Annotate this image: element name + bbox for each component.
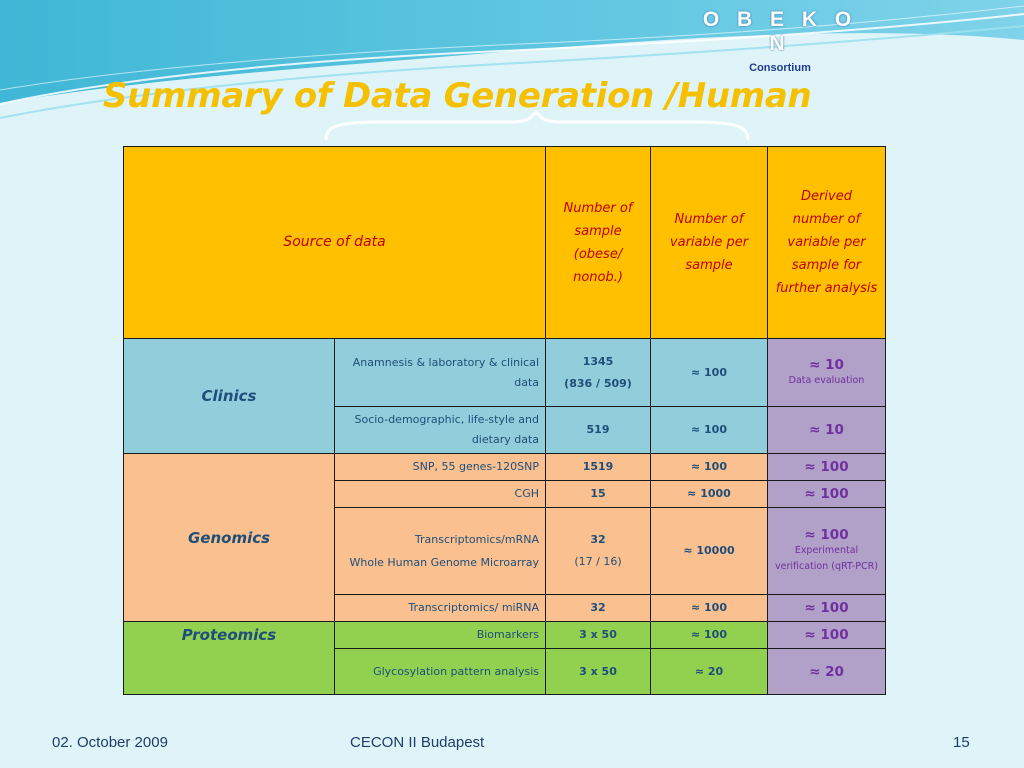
row-derived: ≈ 100 (767, 594, 886, 622)
row-derived: ≈ 100 Experimental verification (qRT-PCR… (767, 507, 886, 595)
row-description: Anamnesis & laboratory & clinical data (334, 338, 546, 407)
header-row: Source of data Number of sample (obese/ … (123, 146, 886, 339)
brand-sub: Consortium (749, 62, 811, 74)
row-description-line2: Whole Human Genome Microarray (349, 555, 540, 569)
row-samples-value: 32 (590, 533, 606, 546)
row-derived: ≈ 100 (767, 453, 886, 481)
row-description: Glycosylation pattern analysis (334, 648, 546, 695)
row-variables: ≈ 100 (650, 621, 768, 649)
row-derived: ≈ 10 (767, 406, 886, 454)
row-derived-note: Experimental verification (qRT-PCR) (775, 545, 878, 572)
summary-table: Source of data Number of sample (obese/ … (123, 146, 886, 695)
header-source: Source of data (123, 146, 546, 339)
brace-decoration (324, 110, 750, 141)
header-samples: Number of sample (obese/ nonob.) (545, 146, 651, 339)
row-derived: ≈ 20 (767, 648, 886, 695)
row-samples: 1519 (545, 453, 651, 481)
header-samples-line1: Number of sample (563, 200, 633, 239)
group-genomics: Genomics (123, 453, 335, 622)
row-description: Transcriptomics/mRNA Whole Human Genome … (334, 507, 546, 595)
row-variables: ≈ 10000 (650, 507, 768, 595)
row-variables: ≈ 1000 (650, 480, 768, 508)
table-row: Genomics SNP, 55 genes-120SNP 1519 ≈ 100… (123, 453, 886, 622)
row-description: Biomarkers (334, 621, 546, 649)
row-derived: ≈ 100 (767, 480, 886, 508)
row-samples: 15 (545, 480, 651, 508)
header-variables: Number of variable per sample (650, 146, 768, 339)
table-row: Glycosylation pattern analysis 3 x 50 ≈ … (124, 648, 886, 695)
header-derived: Derived number of variable per sample fo… (767, 146, 886, 339)
header-swoosh-graphic (0, 0, 1024, 119)
row-description: Transcriptomics/ miRNA (334, 594, 546, 622)
table-row: Transcriptomics/ miRNA 32 ≈ 100 ≈ 100 (124, 594, 886, 622)
row-variables: ≈ 20 (650, 648, 768, 695)
row-derived-value: ≈ 10 (809, 356, 844, 373)
table-row: Clinics Anamnesis & laboratory & clinica… (123, 338, 886, 454)
row-samples: 1345 (836 / 509) (545, 338, 651, 407)
row-samples-split: (836 / 509) (564, 376, 632, 390)
row-description: SNP, 55 genes-120SNP (334, 453, 546, 481)
row-samples-value: 1345 (582, 354, 614, 368)
footer-page-number: 15 (953, 734, 970, 751)
row-samples-split: (17 / 16) (574, 555, 622, 568)
table-row: Transcriptomics/mRNA Whole Human Genome … (124, 507, 886, 595)
slide-title: Summary of Data Generation /Human (103, 76, 812, 116)
row-samples: 3 x 50 (545, 621, 651, 649)
row-variables: ≈ 100 (650, 594, 768, 622)
brand-logo: O B E K O N Consortium (690, 8, 870, 74)
row-variables: ≈ 100 (650, 406, 768, 454)
row-description-line1: Transcriptomics/mRNA (414, 532, 539, 546)
table-row: CGH 15 ≈ 1000 ≈ 100 (124, 480, 886, 508)
row-derived: ≈ 100 (767, 621, 886, 649)
table-row: Socio-demographic, life-style and dietar… (124, 406, 886, 454)
footer-event: CECON II Budapest (350, 734, 485, 751)
row-derived: ≈ 10 Data evaluation (767, 338, 886, 407)
group-clinics: Clinics (123, 338, 335, 454)
row-derived-note: Data evaluation (788, 374, 865, 386)
row-variables: ≈ 100 (650, 453, 768, 481)
header-samples-line2: (obese/ nonob.) (573, 246, 623, 285)
table-row: Proteomics Biomarkers 3 x 50 ≈ 100 ≈ 100 (123, 621, 886, 695)
row-description: CGH (334, 480, 546, 508)
row-samples: 32 (17 / 16) (545, 507, 651, 595)
row-variables: ≈ 100 (650, 338, 768, 407)
footer-date: 02. October 2009 (52, 734, 168, 751)
row-samples: 3 x 50 (545, 648, 651, 695)
row-derived-value: ≈ 100 (804, 527, 849, 543)
group-proteomics: Proteomics (123, 621, 335, 695)
brand-name: O B E K O N (702, 8, 858, 55)
row-samples: 519 (545, 406, 651, 454)
row-samples: 32 (545, 594, 651, 622)
row-description: Socio-demographic, life-style and dietar… (334, 406, 546, 454)
